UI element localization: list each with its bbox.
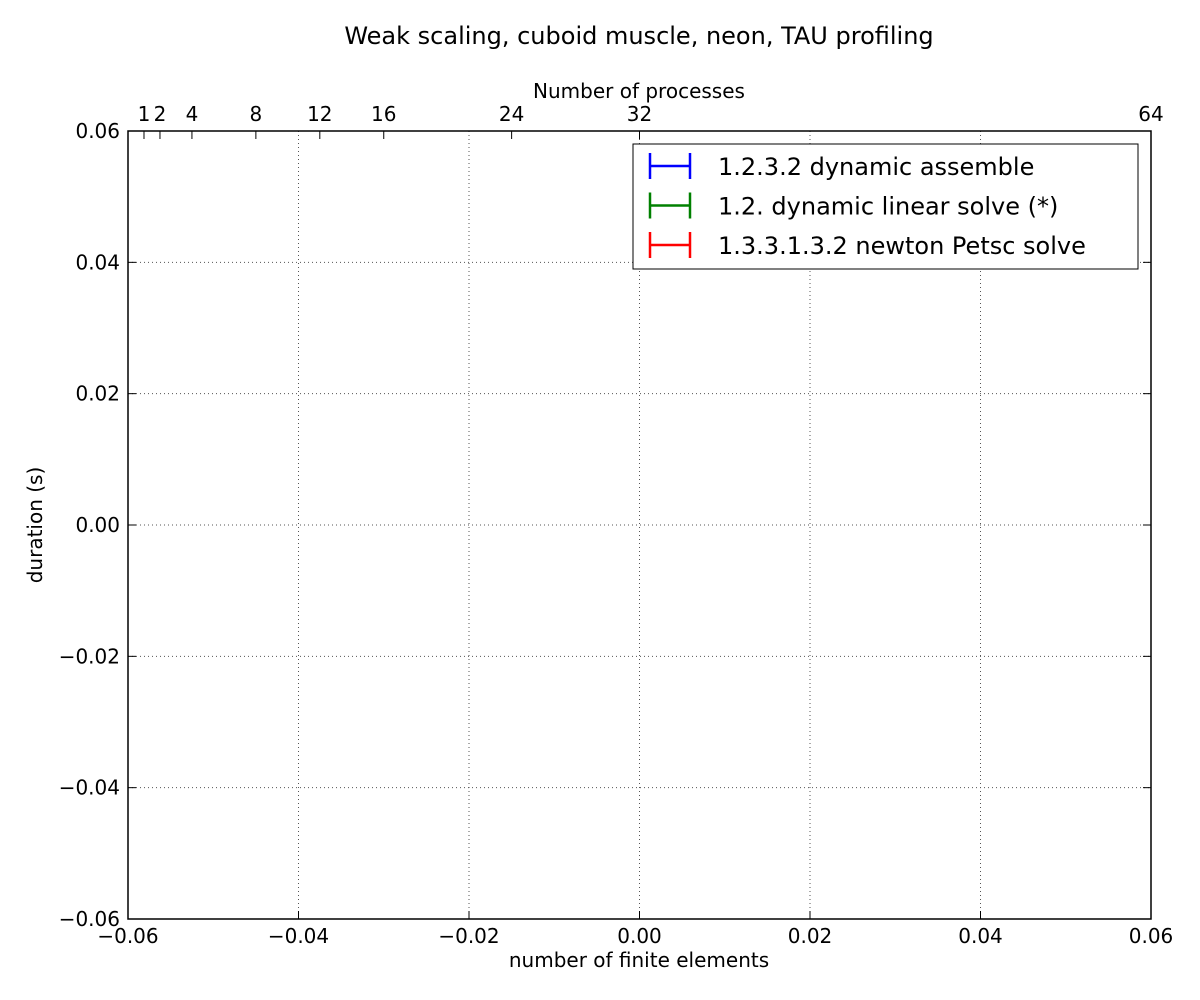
x-tick-label: 0.06 bbox=[1129, 924, 1174, 948]
top-tick-label: 12 bbox=[307, 102, 332, 126]
x-tick-label: −0.02 bbox=[438, 924, 499, 948]
legend-label: 1.3.3.1.3.2 newton Petsc solve bbox=[718, 232, 1086, 260]
legend-entry: 1.2. dynamic linear solve (*) bbox=[648, 192, 1058, 221]
y-axis-label: duration (s) bbox=[23, 467, 47, 584]
legend-label: 1.2. dynamic linear solve (*) bbox=[718, 193, 1058, 221]
top-tick-label: 1 bbox=[138, 102, 151, 126]
top-tick-label: 32 bbox=[627, 102, 652, 126]
x-tick-label: 0.00 bbox=[617, 924, 662, 948]
legend-entry: 1.2.3.2 dynamic assemble bbox=[648, 153, 1034, 181]
top-axis-label: Number of processes bbox=[533, 79, 745, 103]
top-tick-label: 16 bbox=[371, 102, 396, 126]
y-tick-label: 0.04 bbox=[75, 250, 120, 274]
top-tick-label: 24 bbox=[499, 102, 524, 126]
x-axis-label: number of finite elements bbox=[509, 948, 769, 972]
x-tick-label: 0.02 bbox=[788, 924, 833, 948]
x-tick-label: −0.04 bbox=[268, 924, 329, 948]
legend-label: 1.2.3.2 dynamic assemble bbox=[718, 153, 1034, 181]
y-tick-label: 0.00 bbox=[75, 513, 120, 537]
tick-labels: −0.06 −0.04 −0.02 0.00 0.02 0.04 0.06 0.06 0.04 0… bbox=[59, 102, 1174, 948]
y-tick-label: −0.04 bbox=[59, 776, 120, 800]
legend-box bbox=[632, 143, 1139, 270]
top-tick-label: 2 bbox=[154, 102, 167, 126]
top-tick-label: 4 bbox=[186, 102, 199, 126]
y-tick-label: −0.06 bbox=[59, 907, 120, 931]
legend-entry: 1.3.3.1.3.2 newton Petsc solve bbox=[648, 232, 1086, 260]
top-tick-label: 64 bbox=[1138, 102, 1163, 126]
legend: 1.2.3.2 dynamic assemble 1.2. dynamic lin… bbox=[632, 143, 1139, 270]
chart-title: Weak scaling, cuboid muscle, neon, TAU p… bbox=[344, 22, 933, 50]
plot-frame bbox=[127, 130, 1152, 920]
top-tick-label: 8 bbox=[250, 102, 263, 126]
y-tick-label: 0.02 bbox=[75, 382, 120, 406]
x-tick-label: 0.04 bbox=[958, 924, 1003, 948]
x-tick-label: −0.06 bbox=[97, 924, 158, 948]
y-tick-label: −0.02 bbox=[59, 644, 120, 668]
y-tick-label: 0.06 bbox=[75, 119, 120, 143]
